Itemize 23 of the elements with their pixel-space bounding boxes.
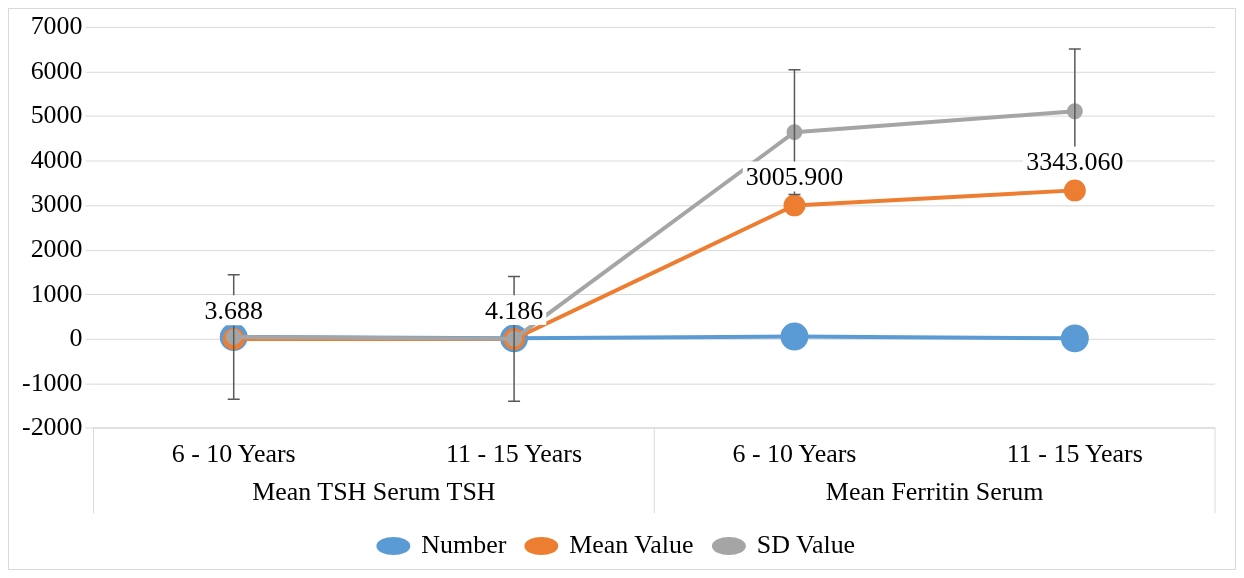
x-tick-label: 11 - 15 Years xyxy=(1006,438,1143,468)
y-tick-label: 3000 xyxy=(30,189,83,219)
x-tick-label: 11 - 15 Years xyxy=(446,438,583,468)
x-tick-label: 6 - 10 Years xyxy=(171,438,296,468)
y-tick-label: 4000 xyxy=(30,144,83,174)
y-tick-label: 2000 xyxy=(30,234,83,263)
y-tick-label: 7000 xyxy=(30,11,83,41)
y-tick-label: 6000 xyxy=(30,55,83,85)
y-tick-label: 1000 xyxy=(30,278,83,308)
data-label: 3343.060 xyxy=(1026,147,1124,177)
data-label: 3005.900 xyxy=(745,162,844,192)
text: Mean Ferritin Serum xyxy=(825,477,1044,507)
data-label: 3.688 xyxy=(204,296,263,325)
legend-label: Number xyxy=(421,529,507,559)
y-tick-label: 5000 xyxy=(30,100,83,130)
data-label: 4.186 xyxy=(484,295,544,325)
x-tick-label: 6 - 10 Years xyxy=(732,438,857,468)
legend-label: SD Value xyxy=(756,529,856,559)
text: Mean TSH Serum TSH xyxy=(252,477,496,507)
y-tick-label: 0 xyxy=(69,323,83,353)
y-tick-label: -2000 xyxy=(22,412,83,442)
y-tick-label: -1000 xyxy=(22,367,83,397)
legend-label: Mean Value xyxy=(569,529,694,559)
